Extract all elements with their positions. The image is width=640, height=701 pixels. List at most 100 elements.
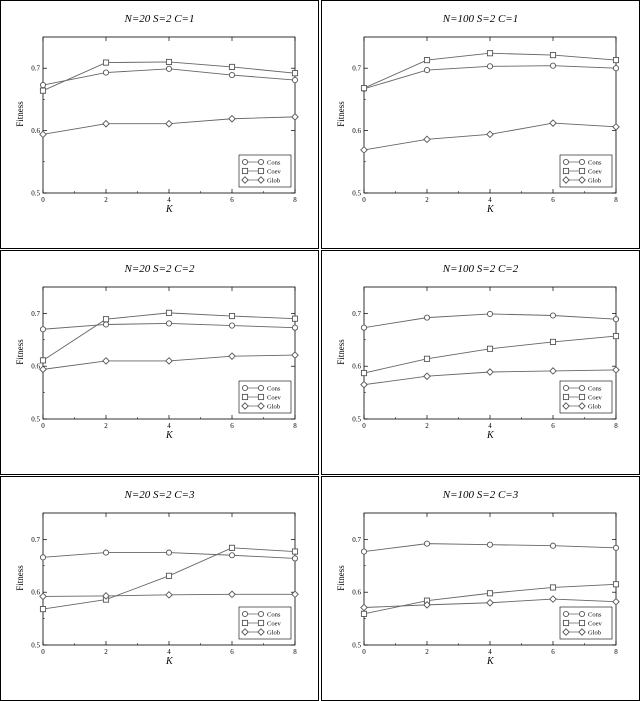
data-point-glob: [612, 123, 620, 131]
y-tick-label: 0.6: [31, 589, 40, 597]
chart-title: N=100 S=2 C=3: [442, 489, 519, 501]
x-axis-label: K: [487, 430, 494, 441]
y-tick-label: 0.6: [31, 127, 40, 135]
x-tick-label: 8: [293, 422, 297, 430]
data-point-glob: [423, 372, 431, 381]
data-point-cons: [486, 310, 494, 317]
data-point-coev: [228, 544, 236, 551]
y-tick-label: 0.5: [352, 642, 361, 650]
x-tick-label: 6: [551, 422, 555, 430]
legend-marker: [562, 167, 570, 175]
series-line-coev: [42, 312, 296, 361]
legend-label: Glob: [267, 403, 280, 410]
legend-marker: [578, 158, 586, 166]
chart-panel: N=100 S=2 C=2 0 2 4 6 8 0.5 0.6 0.7 Cons Coev Glob K…: [321, 250, 640, 475]
legend-marker: [562, 158, 570, 166]
legend-label: Coev: [267, 168, 281, 175]
data-point-cons: [165, 320, 173, 327]
data-point-coev: [612, 581, 620, 588]
chart-title: N=100 S=2 C=1: [442, 13, 519, 25]
data-point-cons: [291, 77, 299, 84]
data-point-coev: [549, 584, 557, 591]
legend-marker: [241, 176, 249, 184]
data-point-coev: [360, 610, 368, 617]
legend-marker: [257, 402, 265, 410]
data-point-cons: [165, 549, 173, 556]
data-point-glob: [360, 380, 368, 389]
legend-label: Cons: [267, 385, 281, 392]
data-point-cons: [423, 67, 431, 74]
legend-marker: [578, 402, 586, 410]
legend-label: Cons: [588, 159, 602, 166]
x-tick-label: 0: [41, 422, 45, 430]
legend-marker: [241, 384, 249, 392]
x-tick-label: 4: [488, 422, 492, 430]
legend-label: Glob: [588, 403, 601, 410]
data-point-cons: [228, 552, 236, 559]
chart-svg: 0 2 4 6 8 0.5 0.6 0.7 Cons Coev Glob: [31, 36, 299, 204]
y-tick-label: 0.5: [31, 416, 40, 424]
data-point-coev: [102, 59, 110, 66]
data-point-coev: [228, 63, 236, 71]
x-tick-label: 6: [551, 196, 555, 204]
legend-label: Coev: [588, 620, 602, 627]
data-point-coev: [291, 548, 299, 555]
y-tick-label: 0.5: [31, 190, 40, 198]
data-point-glob: [39, 130, 47, 139]
chart-svg: 0 2 4 6 8 0.5 0.6 0.7 Cons Coev Glob: [352, 36, 620, 204]
data-point-glob: [291, 351, 299, 359]
data-point-coev: [39, 357, 47, 364]
x-tick-label: 8: [293, 196, 297, 204]
data-point-glob: [102, 592, 110, 600]
data-point-glob: [612, 597, 620, 606]
chart-panel: N=20 S=2 C=3 0 2 4 6 8 0.5 0.6 0.7 Cons Coev Glob K F…: [0, 476, 319, 701]
x-tick-label: 2: [104, 422, 108, 430]
legend-label: Cons: [267, 159, 281, 166]
y-axis-label: Fitness: [14, 101, 25, 127]
legend-label: Glob: [267, 177, 280, 184]
data-point-cons: [423, 540, 431, 547]
data-point-coev: [291, 315, 299, 322]
x-tick-label: 2: [104, 648, 108, 656]
legend-marker: [257, 628, 265, 636]
data-point-coev: [612, 57, 620, 64]
data-point-coev: [165, 58, 173, 66]
y-axis-label: Fitness: [335, 339, 346, 365]
x-tick-label: 4: [167, 648, 171, 656]
data-point-glob: [360, 603, 368, 612]
x-tick-label: 8: [614, 422, 618, 430]
data-point-cons: [549, 62, 557, 69]
legend-label: Coev: [588, 168, 602, 175]
x-tick-label: 4: [167, 422, 171, 430]
data-point-cons: [549, 542, 557, 549]
chart-panel: N=100 S=2 C=3 0 2 4 6 8 0.5 0.6 0.7 Cons Coev Glob K…: [321, 476, 640, 701]
data-point-glob: [486, 368, 494, 376]
x-tick-label: 6: [551, 648, 555, 656]
x-tick-label: 2: [425, 196, 429, 204]
x-axis-label: K: [166, 656, 173, 667]
x-tick-label: 4: [167, 196, 171, 204]
data-point-glob: [228, 114, 236, 123]
chart-svg: 0 2 4 6 8 0.5 0.6 0.7 Cons Coev Glob: [31, 512, 299, 656]
x-tick-label: 0: [362, 648, 366, 656]
data-point-glob: [549, 119, 557, 127]
chart-panel: N=20 S=2 C=2 0 2 4 6 8 0.5 0.6 0.7 Cons Coev Glob K F…: [0, 250, 319, 475]
y-tick-label: 0.5: [352, 190, 361, 198]
legend-label: Glob: [588, 177, 601, 184]
data-point-cons: [612, 65, 620, 72]
data-point-coev: [486, 590, 494, 597]
data-point-coev: [486, 50, 494, 57]
chart-title: N=20 S=2 C=1: [124, 13, 195, 25]
legend-label: Coev: [267, 620, 281, 627]
legend-marker: [241, 167, 249, 175]
y-axis-label: Fitness: [335, 101, 346, 127]
y-tick-label: 0.7: [31, 536, 40, 544]
data-point-coev: [612, 333, 620, 340]
data-point-coev: [165, 309, 173, 316]
data-point-cons: [291, 324, 299, 331]
legend-marker: [562, 628, 570, 636]
data-point-cons: [228, 72, 236, 79]
data-point-cons: [360, 324, 368, 331]
chart-panel: N=20 S=2 C=1 0 2 4 6 8 0.5 0.6 0.7 Cons Coev Glob K F…: [0, 0, 319, 249]
x-tick-label: 2: [425, 648, 429, 656]
